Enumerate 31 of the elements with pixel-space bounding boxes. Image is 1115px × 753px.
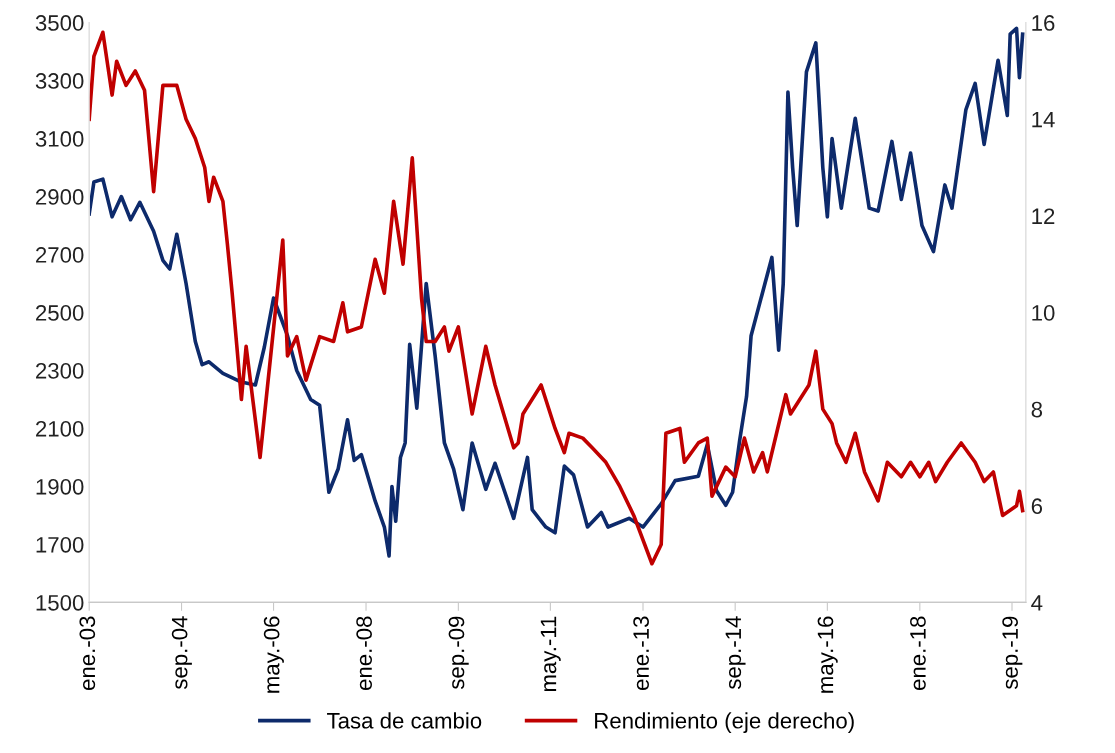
x-tick-label: may.-16 <box>817 616 838 693</box>
y2-tick-label: 4 <box>1031 595 1043 611</box>
y-tick-label: 2300 <box>36 363 84 379</box>
legend-label: Tasa de cambio <box>327 712 482 729</box>
y-tick-label: 1500 <box>36 594 84 611</box>
y-tick-label: 2900 <box>36 189 84 205</box>
x-tick-label: sep.-09 <box>448 616 469 690</box>
y2-tick-label: 12 <box>1032 208 1055 224</box>
legend-label: Rendimiento (eje derecho) <box>595 712 854 733</box>
x-tick-label: sep.-19 <box>1002 616 1023 690</box>
x-tick-label: ene.-08 <box>356 616 372 691</box>
x-tick-label: ene.-18 <box>910 616 926 691</box>
y2-tick-label: 14 <box>1032 111 1055 128</box>
y-tick-label: 1700 <box>36 536 84 553</box>
y-tick-label: 1900 <box>36 478 84 495</box>
y2-tick-label: 16 <box>1032 15 1055 31</box>
x-tick-label: sep.-14 <box>725 616 746 690</box>
x-tick-label: may.-11 <box>540 616 561 692</box>
x-tick-label: ene.-13 <box>633 616 649 691</box>
x-tick-label: may.-06 <box>263 616 284 693</box>
y2-tick-label: 6 <box>1031 498 1043 515</box>
y-tick-label: 3300 <box>35 73 84 89</box>
y-tick-label: 3500 <box>35 15 84 31</box>
y-tick-label: 3100 <box>35 131 84 147</box>
x-tick-label: sep.-04 <box>171 616 192 690</box>
y2-tick-label: 10 <box>1032 305 1055 321</box>
y-tick-label: 2700 <box>36 247 84 263</box>
y-tick-label: 2500 <box>36 305 84 321</box>
y-tick-label: 2100 <box>36 420 84 437</box>
x-tick-label: ene.-03 <box>79 616 96 691</box>
y2-tick-label: 8 <box>1031 401 1043 418</box>
